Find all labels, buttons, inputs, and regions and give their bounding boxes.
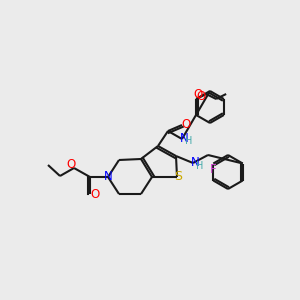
Text: S: S [174, 170, 182, 184]
Text: F: F [210, 163, 217, 176]
Text: N: N [190, 157, 200, 169]
Text: O: O [182, 118, 190, 131]
Text: O: O [66, 158, 76, 172]
Text: O: O [194, 88, 203, 101]
Text: N: N [103, 170, 112, 184]
Text: H: H [185, 136, 193, 146]
Text: N: N [180, 131, 188, 145]
Text: O: O [196, 91, 206, 103]
Text: H: H [196, 161, 204, 171]
Text: O: O [90, 188, 100, 200]
